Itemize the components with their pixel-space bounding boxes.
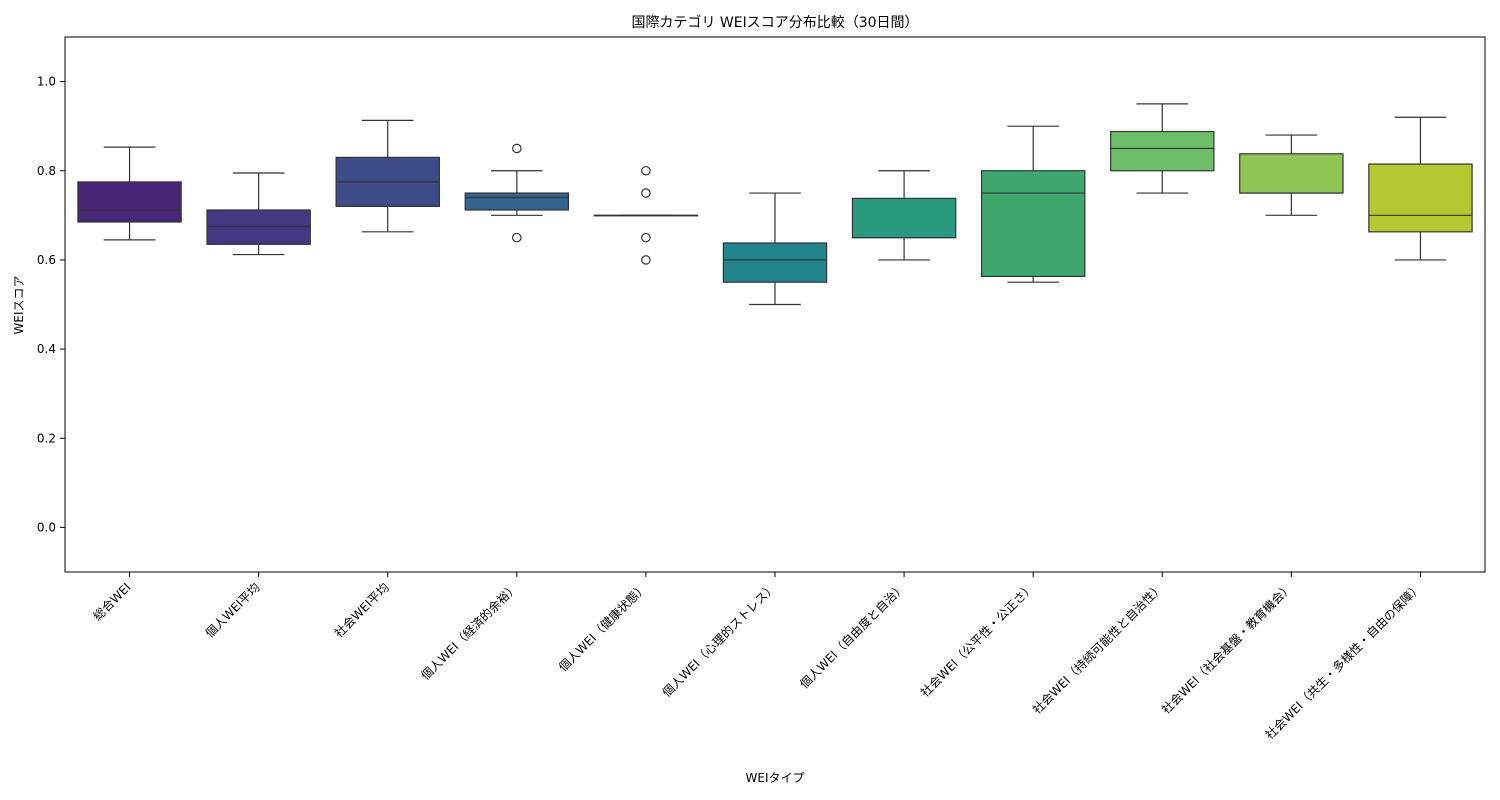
box-group [593, 165, 699, 265]
box-iqr [1239, 153, 1344, 194]
outlier-point [512, 232, 522, 243]
x-tick-label: 社会WEI（公平性・公正さ） [917, 580, 1037, 700]
outlier-point [641, 165, 651, 176]
y-axis: 0.0 0.2 0.4 0.6 0.8 1.0 [37, 75, 65, 534]
box-iqr [206, 209, 311, 245]
box-group [335, 119, 440, 233]
outlier-point [641, 255, 651, 265]
x-tick-label: 個人WEI平均 [203, 580, 263, 640]
box-group [851, 170, 957, 261]
box-group [464, 143, 570, 243]
x-tick-label: 社会WEI（社会基盤・教育機会） [1158, 580, 1295, 717]
y-tick-label: 0.4 [37, 342, 56, 356]
box-group [1110, 103, 1215, 194]
y-tick-label: 0.6 [37, 253, 56, 267]
y-tick-label: 0.8 [37, 164, 56, 178]
box-iqr [77, 181, 182, 223]
box-iqr [722, 242, 828, 283]
y-tick-label: 1.0 [37, 75, 56, 89]
box-group [980, 125, 1086, 283]
outlier-point [641, 188, 651, 198]
plot-area [77, 103, 1473, 306]
box-iqr [464, 192, 570, 211]
box-group [77, 146, 182, 241]
chart-title: 国際カテゴリ WEIスコア分布比較（30日間） [631, 14, 918, 31]
x-axis: 総合WEI 個人WEI平均 社会WEI平均 個人WEI（経済的余裕） 個人WEI（健康状… [90, 572, 1425, 742]
x-tick-label: 個人WEI（心理的ストレス） [659, 580, 779, 700]
box-group [206, 172, 311, 256]
y-axis-title: WEIスコア [12, 276, 26, 335]
box-group [1368, 116, 1473, 261]
box-iqr [851, 197, 957, 239]
box-iqr [980, 170, 1086, 278]
x-tick-label: 個人WEI（経済的余裕） [418, 580, 521, 683]
y-tick-label: 0.2 [37, 431, 56, 445]
x-axis-title: WEIタイプ [746, 771, 805, 785]
x-tick-label: 社会WEI（共生・多様性・自由の保障） [1262, 580, 1425, 743]
box-iqr [1110, 130, 1215, 172]
x-tick-label: 個人WEI（自由度と自治） [796, 580, 908, 692]
x-tick-label: 社会WEI平均 [331, 580, 392, 641]
box-iqr [1368, 163, 1473, 233]
x-tick-label: 個人WEI（健康状態） [555, 580, 650, 675]
y-tick-label: 0.0 [37, 520, 56, 534]
outlier-point [641, 232, 651, 243]
outlier-point [512, 143, 522, 154]
x-tick-label: 総合WEI [90, 580, 134, 624]
x-tick-label: 社会WEI（持続可能性と自治性） [1029, 580, 1166, 717]
box-group [1239, 134, 1344, 216]
box-group [722, 192, 828, 306]
